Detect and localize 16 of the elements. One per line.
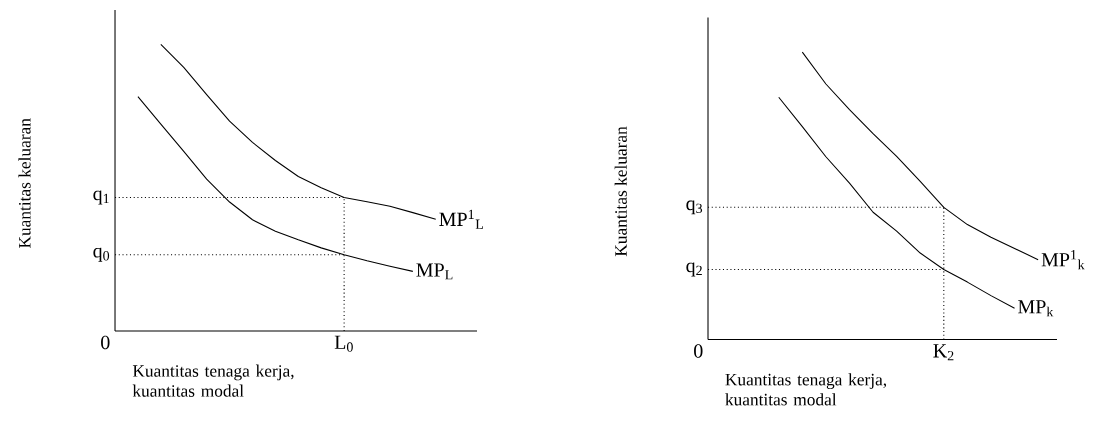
y-axis-title: Kuantitas keluaran	[614, 126, 627, 257]
text: 0	[694, 344, 703, 358]
ref-line-label: q$_{2}$	[686, 262, 702, 277]
series-label: MP$_{L}$	[416, 263, 453, 280]
text: 0	[101, 335, 110, 350]
x-axis-title: Kuantitas tenaga kerja, kuantitas modal	[725, 373, 887, 406]
text: K$_{2}$	[933, 344, 954, 361]
ref-line-label: q$_{3}$	[686, 200, 703, 215]
text: L$_{0}$	[334, 335, 353, 352]
x-axis-title: Kuantitas tenaga kerja, kuantitas modal	[132, 364, 294, 397]
series-label: MP$^{1}$L	[439, 209, 483, 229]
ref-line-label: q$_{1}$	[93, 190, 109, 205]
y-axis-title: Kuantitas keluaran	[18, 118, 31, 249]
series-label: MP$_{k}$	[1018, 300, 1054, 317]
ref-line-label: q$_{0}$	[93, 247, 110, 262]
series-label: MP$^{1}$k	[1041, 250, 1085, 270]
